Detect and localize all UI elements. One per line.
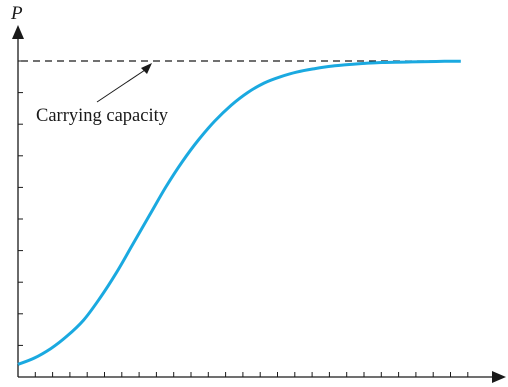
population-curve — [17, 59, 461, 366]
x-axis-arrowhead — [492, 371, 506, 383]
carrying-capacity-label: Carrying capacity — [36, 106, 169, 126]
y-axis-title: P — [10, 3, 23, 24]
ticks-group — [18, 60, 469, 377]
y-axis-arrowhead — [12, 25, 24, 39]
annotation-arrowhead — [141, 63, 152, 74]
annotation-leader-line — [96, 67, 149, 103]
